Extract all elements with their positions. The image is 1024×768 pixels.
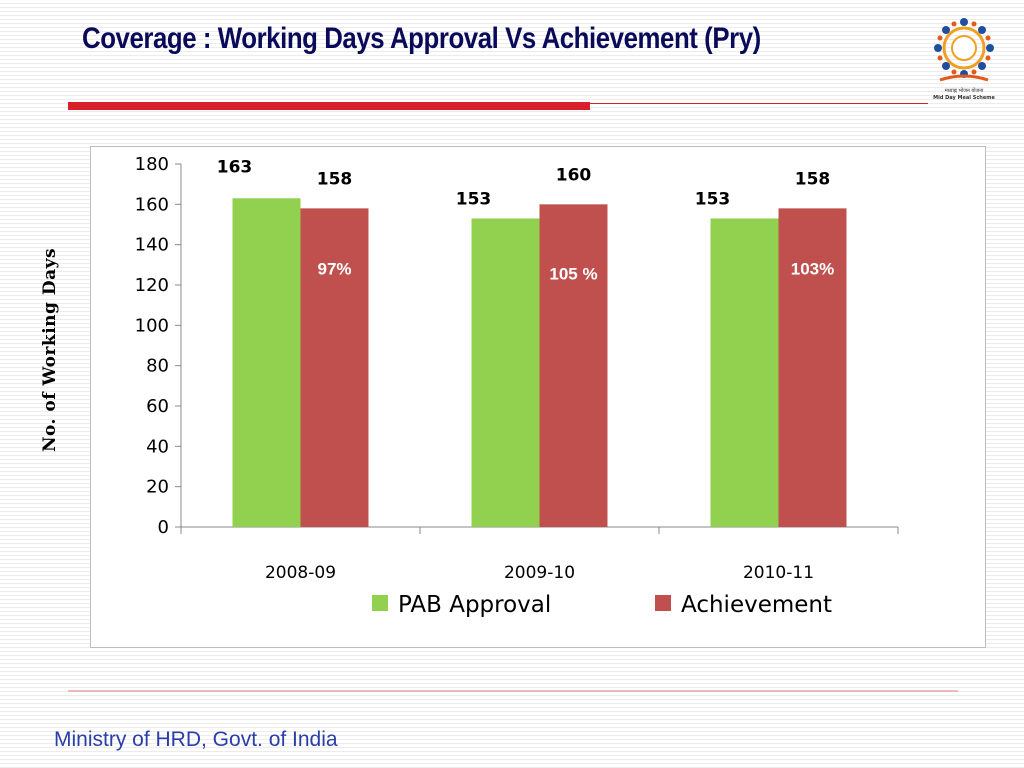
chart-axes: 0 20 40 60 80 100 120 140 160 180: [135, 154, 899, 538]
y-tick-label: 160: [135, 194, 169, 215]
x-category-label: 2009-10: [504, 563, 575, 583]
bar-pab-approval: [710, 218, 779, 527]
chart-labels: 163 158 97% 2008-09 153 160 105 % 2009-10 153 158…: [217, 157, 834, 583]
y-tick-label: 0: [158, 517, 169, 538]
y-tick-label: 100: [135, 315, 169, 336]
legend-swatch: [372, 595, 388, 611]
data-label: 160: [556, 165, 592, 185]
slide-title: Coverage : Working Days Approval Vs Achi…: [82, 22, 761, 55]
legend-label: PAB Approval: [398, 592, 551, 618]
y-tick-label: 140: [135, 235, 169, 256]
y-tick-label: 60: [146, 396, 169, 417]
data-label: 153: [456, 189, 492, 209]
data-label: 163: [217, 157, 253, 177]
title-underline-bar: [68, 102, 590, 110]
legend-label: Achievement: [681, 592, 832, 618]
x-category-label: 2010-11: [743, 563, 814, 583]
y-tick-label: 40: [146, 436, 169, 457]
data-label: 158: [795, 169, 831, 189]
y-tick-label: 20: [146, 477, 169, 498]
percent-annotation: 103%: [791, 259, 834, 278]
data-label: 153: [695, 189, 731, 209]
logo-emblem-icon: [934, 18, 994, 82]
data-label: 158: [317, 169, 353, 189]
chart-legend: PAB Approval Achievement: [372, 592, 832, 618]
mid-day-meal-logo: मध्याह्न भोजन योजना Mid Day Meal Scheme: [926, 14, 1002, 104]
logo-hindi-text: मध्याह्न भोजन योजना: [944, 88, 984, 94]
bar-pab-approval: [232, 198, 301, 528]
y-tick-label: 120: [135, 275, 169, 296]
y-tick-label: 180: [135, 154, 169, 175]
title-underline-thin: [590, 103, 928, 104]
bar-achievement: [539, 204, 608, 528]
chart-bars: [232, 198, 847, 528]
bar-pab-approval: [471, 218, 540, 527]
footer-text: Ministry of HRD, Govt. of India: [54, 728, 338, 751]
footer-divider: [68, 690, 958, 692]
bar-achievement: [778, 208, 847, 527]
logo-english-text: Mid Day Meal Scheme: [933, 95, 995, 101]
percent-annotation: 97%: [317, 259, 351, 278]
bar-achievement: [300, 208, 369, 527]
percent-annotation: 105 %: [549, 264, 597, 283]
legend-swatch: [655, 595, 671, 611]
x-category-label: 2008-09: [265, 563, 336, 583]
y-tick-label: 80: [146, 356, 169, 377]
